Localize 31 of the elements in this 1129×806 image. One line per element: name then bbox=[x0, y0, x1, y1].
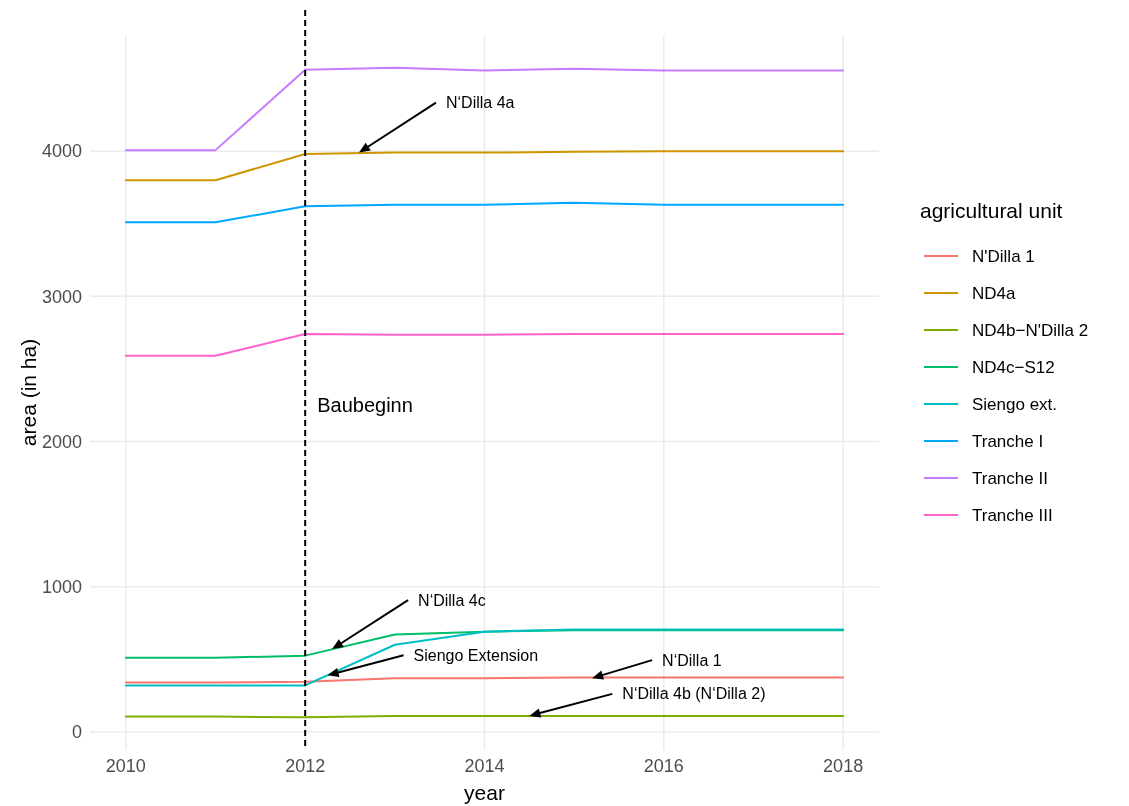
legend-label: Tranche I bbox=[972, 431, 1044, 451]
x-tick-label: 2012 bbox=[285, 756, 326, 776]
x-tick-label: 2010 bbox=[105, 756, 146, 776]
legend-label: ND4c−S12 bbox=[972, 357, 1055, 377]
legend-label: Tranche II bbox=[972, 468, 1048, 488]
annotation: N‘Dilla 4c bbox=[418, 591, 486, 609]
line-series bbox=[124, 201, 845, 224]
y-tick-label: 3000 bbox=[41, 286, 82, 307]
y-tick-label: 2000 bbox=[41, 431, 82, 452]
annotation: Siengo Extension bbox=[413, 646, 539, 664]
line-series bbox=[124, 628, 845, 687]
x-tick-label: 2018 bbox=[823, 756, 864, 776]
x-axis-title: year bbox=[464, 781, 505, 804]
legend-title: agricultural unit bbox=[920, 199, 1063, 222]
legend-label: Tranche III bbox=[972, 505, 1053, 525]
y-tick-label: 1000 bbox=[41, 576, 82, 597]
annotation: N‘Dilla 4a bbox=[445, 94, 515, 112]
y-axis-title: area (in ha) bbox=[17, 338, 40, 447]
y-tick-label: 0 bbox=[71, 722, 82, 743]
legend-label: N'Dilla 1 bbox=[972, 246, 1035, 266]
annotation: N‘Dilla 1 bbox=[662, 651, 722, 669]
ref-line-label: Baubeginn bbox=[317, 394, 413, 417]
legend-label: Siengo ext. bbox=[972, 394, 1058, 414]
y-tick-label: 4000 bbox=[41, 141, 82, 162]
legend-label: ND4b−N'Dilla 2 bbox=[972, 320, 1089, 340]
annotation: N‘Dilla 4b (N‘Dilla 2) bbox=[622, 685, 766, 703]
line-series bbox=[124, 150, 845, 182]
line-series bbox=[124, 66, 845, 152]
x-tick-label: 2014 bbox=[464, 756, 505, 776]
legend-label: ND4a bbox=[972, 283, 1017, 303]
x-tick-label: 2016 bbox=[643, 756, 684, 776]
